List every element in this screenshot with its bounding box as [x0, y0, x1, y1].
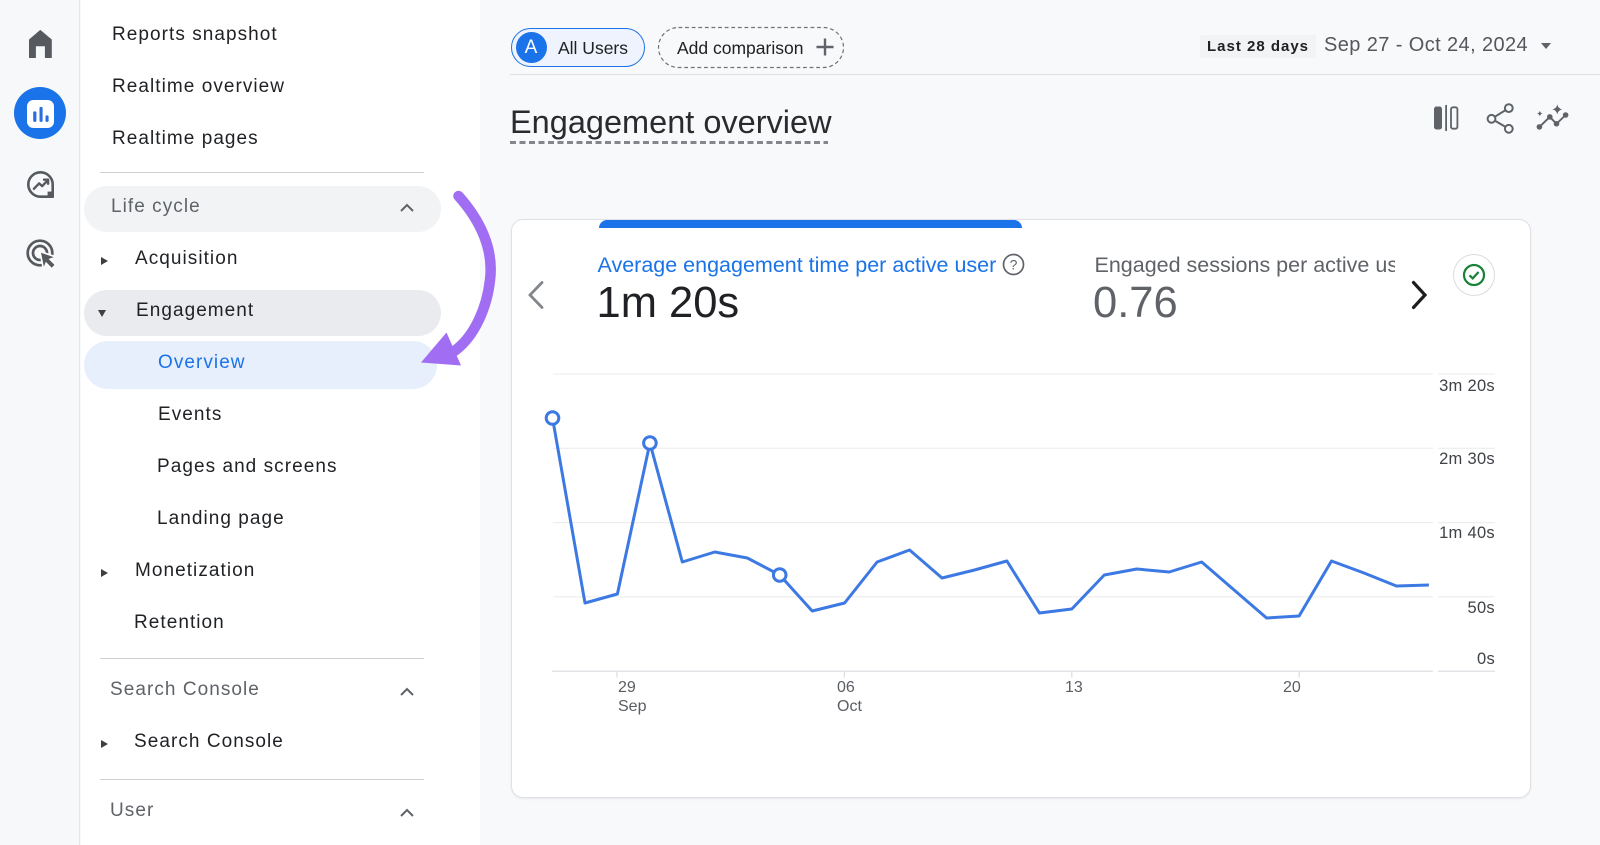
svg-text:13: 13 — [1065, 679, 1083, 696]
svg-text:06: 06 — [837, 679, 855, 696]
svg-text:2m 30s: 2m 30s — [1439, 450, 1495, 468]
svg-text:20: 20 — [1283, 679, 1301, 696]
svg-text:Sep: Sep — [618, 698, 647, 715]
svg-text:1m 40s: 1m 40s — [1439, 524, 1495, 542]
svg-text:0s: 0s — [1477, 650, 1495, 668]
svg-text:Oct: Oct — [837, 698, 862, 715]
svg-text:?: ? — [1010, 257, 1018, 273]
svg-text:3m 20s: 3m 20s — [1439, 377, 1495, 395]
svg-text:50s: 50s — [1467, 599, 1495, 617]
svg-text:29: 29 — [618, 679, 636, 696]
